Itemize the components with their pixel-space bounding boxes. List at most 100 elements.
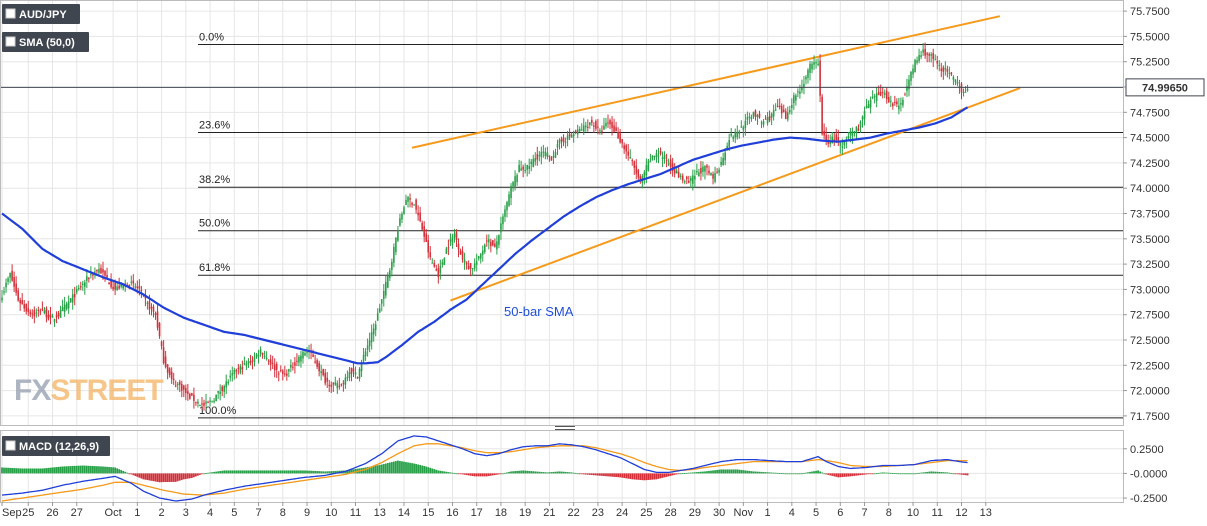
- candle-body: [599, 130, 601, 132]
- candle-body: [263, 355, 266, 357]
- macd-histogram-bar: [891, 473, 894, 474]
- candle-body: [696, 170, 698, 173]
- lower-trendline: [450, 87, 1021, 302]
- candle-body: [100, 267, 102, 274]
- candle-body: [261, 352, 264, 355]
- y-tick-label: 72.5000: [1130, 335, 1170, 347]
- candle-body: [15, 283, 17, 293]
- macd-histogram-bar: [510, 471, 512, 474]
- candle-body: [831, 136, 834, 144]
- candle-body: [360, 361, 363, 372]
- macd-histogram-bar: [409, 462, 411, 474]
- macd-histogram-bar: [489, 473, 492, 476]
- macd-y-tick-label: -0.2500: [1130, 493, 1167, 505]
- macd-histogram-bar: [415, 464, 417, 474]
- candle-body: [847, 136, 850, 139]
- macd-histogram-bar: [346, 470, 349, 474]
- visibility-checkbox-icon[interactable]: [5, 8, 16, 19]
- macd-histogram-bar: [249, 470, 252, 474]
- candle-body: [7, 278, 9, 282]
- macd-histogram-bar: [823, 473, 826, 475]
- macd-histogram-bar: [924, 472, 927, 474]
- candle-body: [300, 355, 302, 362]
- x-tick-label: 19: [519, 507, 531, 519]
- candle-body: [902, 99, 904, 106]
- macd-histogram-bar: [485, 473, 488, 477]
- x-tick-label: 30: [713, 507, 725, 519]
- candle-body: [774, 109, 777, 111]
- candle-body: [966, 88, 969, 91]
- candle-body: [447, 247, 450, 249]
- macd-histogram-bar: [611, 473, 613, 477]
- candle-body: [106, 274, 108, 279]
- macd-visibility-checkbox-icon[interactable]: [5, 440, 16, 451]
- candle-body: [665, 160, 668, 162]
- candle-body: [463, 259, 466, 263]
- symbol-label[interactable]: AUD/JPY: [2, 4, 80, 24]
- macd-histogram-bar: [530, 471, 533, 474]
- macd-histogram-bar: [156, 473, 159, 482]
- candle-body: [108, 282, 110, 285]
- macd-histogram-bar: [45, 468, 48, 474]
- candle-body: [572, 133, 575, 137]
- candle-body: [294, 362, 296, 366]
- macd-histogram-bar: [700, 471, 702, 474]
- candle-body: [706, 165, 708, 168]
- macd-histogram-bar: [578, 473, 581, 475]
- macd-histogram-bar: [401, 461, 403, 474]
- macd-histogram-bar: [623, 473, 626, 479]
- candle-body: [340, 384, 343, 386]
- x-tick-label: Nov: [734, 507, 754, 519]
- candle-body: [372, 328, 375, 335]
- candle-body: [635, 165, 638, 174]
- candle-body: [302, 351, 304, 359]
- candle-body: [801, 87, 803, 91]
- macd-histogram-bar: [679, 473, 682, 475]
- candle-body: [574, 130, 577, 133]
- macd-histogram-bar: [235, 470, 238, 474]
- candle-body: [560, 138, 563, 142]
- panel-resize-handle[interactable]: [555, 426, 575, 430]
- x-tick-label: 10: [907, 507, 919, 519]
- candle-body: [956, 81, 959, 84]
- candle-body: [148, 301, 151, 310]
- candle-body: [269, 359, 272, 365]
- macd-histogram-bar: [570, 472, 573, 474]
- x-tick-label: 7: [861, 507, 867, 519]
- candle-body: [344, 377, 347, 385]
- candle-body: [896, 101, 898, 105]
- macd-histogram-bar: [471, 473, 474, 477]
- macd-histogram-bar: [205, 473, 207, 474]
- candle-body: [910, 71, 912, 81]
- macd-histogram-bar: [784, 473, 787, 475]
- macd-histogram-bar: [667, 473, 670, 477]
- macd-histogram-bar: [298, 470, 300, 474]
- candle-body: [259, 349, 262, 354]
- candle-body: [789, 110, 791, 113]
- candle-body: [134, 286, 137, 288]
- macd-histogram-bar: [407, 462, 409, 474]
- sma-indicator-label[interactable]: SMA (50,0): [2, 32, 89, 52]
- macd-histogram-bar: [500, 473, 502, 475]
- macd-histogram-bar: [302, 470, 304, 474]
- sma-visibility-checkbox-icon[interactable]: [5, 36, 16, 47]
- candle-body: [708, 170, 710, 174]
- macd-histogram-bar: [897, 473, 900, 475]
- candle-body: [172, 378, 175, 381]
- macd-histogram-bar: [590, 473, 593, 476]
- macd-histogram-bar: [754, 471, 757, 474]
- macd-histogram-bar: [324, 471, 327, 474]
- macd-histogram-bar: [475, 473, 478, 477]
- x-tick-label: 4: [207, 507, 213, 519]
- candle-body: [645, 165, 648, 176]
- macd-indicator-label[interactable]: MACD (12,26,9): [2, 436, 110, 456]
- candle-body: [914, 60, 916, 73]
- macd-histogram-bar: [370, 466, 373, 474]
- candle-body: [346, 377, 349, 379]
- candle-body: [5, 282, 7, 288]
- candle-body: [211, 401, 213, 403]
- x-tick-label: 24: [616, 507, 628, 519]
- candle-body: [756, 115, 759, 118]
- candle-body: [617, 132, 619, 139]
